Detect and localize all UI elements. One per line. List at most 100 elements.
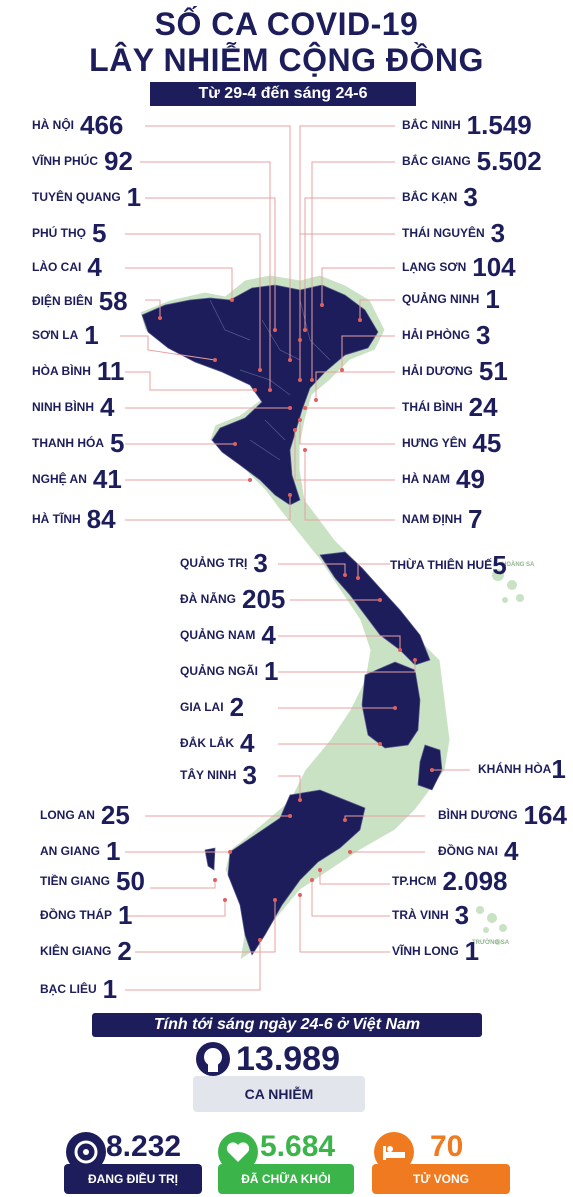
map-south-affected xyxy=(204,789,366,956)
province-name: AN GIANG xyxy=(40,844,100,858)
province-count: 49 xyxy=(456,464,485,494)
province-count: 3 xyxy=(463,182,478,212)
province-name: SƠN LA xyxy=(32,328,79,342)
province-ninh-binh: NINH BÌNH 4 xyxy=(32,394,114,420)
deaths-label: TỬ VONG xyxy=(372,1164,510,1194)
hoang-sa-islands xyxy=(492,569,524,603)
province-nghe-an: NGHỆ AN 41 xyxy=(32,466,122,492)
province-count: 4 xyxy=(240,728,255,758)
province-count: 1.549 xyxy=(466,110,532,140)
province-quang-ninh: QUẢNG NINH 1 xyxy=(402,286,500,312)
province-tuyen-quang: TUYÊN QUANG 1 xyxy=(32,184,141,210)
total-cases-label: CA NHIỄM xyxy=(193,1076,365,1112)
province-name: ĐẮK LẮK xyxy=(180,736,234,750)
province-count: 1 xyxy=(84,320,99,350)
province-count: 4 xyxy=(261,620,276,650)
total-cases: 13.989 xyxy=(236,1040,340,1078)
province-count: 1 xyxy=(551,754,566,784)
province-bac-giang: BẮC GIANG 5.502 xyxy=(402,148,542,174)
deaths-count: 70 xyxy=(430,1130,464,1163)
province-count: 1 xyxy=(102,974,118,1004)
province-name: BÌNH DƯƠNG xyxy=(438,808,518,822)
province-binh-duong: BÌNH DƯƠNG 164 xyxy=(438,802,567,828)
treating-count: 8.232 xyxy=(106,1130,182,1163)
province-count: 7 xyxy=(468,504,483,534)
province-count: 3 xyxy=(454,900,470,930)
province-name: KHÁNH HÒA xyxy=(478,762,552,776)
province-name: HÀ TĨNH xyxy=(32,512,81,526)
province-dak-lak: ĐẮK LẮK 4 xyxy=(180,730,254,756)
province-count: 164 xyxy=(523,800,567,830)
province-name: GIA LAI xyxy=(180,700,224,714)
treating-label: ĐANG ĐIỀU TRỊ xyxy=(64,1164,202,1194)
province-name: NGHỆ AN xyxy=(32,472,87,486)
province-name: ĐIỆN BIÊN xyxy=(32,294,93,308)
province-count: 3 xyxy=(242,760,257,790)
province-thanh-hoa: THANH HÓA 5 xyxy=(32,430,124,456)
province-name: LONG AN xyxy=(40,808,95,822)
province-kien-giang: KIÊN GIANG 2 xyxy=(40,938,132,964)
province-count: 1 xyxy=(126,182,142,212)
province-name: BẠC LIÊU xyxy=(40,982,97,996)
province-count: 2 xyxy=(229,692,245,722)
subtitle: Từ 29-4 đến sáng 24-6 xyxy=(150,82,416,106)
province-dong-nai: ĐỒNG NAI 4 xyxy=(438,838,518,864)
province-hung-yen: HƯNG YÊN 45 xyxy=(402,430,501,456)
province-an-giang: AN GIANG 1 xyxy=(40,838,120,864)
province-count: 24 xyxy=(468,392,498,422)
province-name: THANH HÓA xyxy=(32,436,104,450)
province-count: 104 xyxy=(472,252,516,282)
province-name: HÀ NAM xyxy=(402,472,450,486)
province-thai-binh: THÁI BÌNH 24 xyxy=(402,394,498,420)
province-name: ĐỒNG NAI xyxy=(438,844,498,858)
province-vinh-phuc: VĨNH PHÚC 92 xyxy=(32,148,133,174)
province-count: 3 xyxy=(490,218,506,248)
province-gia-lai: GIA LAI 2 xyxy=(180,694,244,720)
map-central-affected xyxy=(319,551,443,791)
province-name: TP.HCM xyxy=(392,874,437,888)
truong-sa-label: TRƯỜNG SA xyxy=(472,940,510,946)
province-count: 4 xyxy=(504,836,519,866)
province-hai-duong: HẢI DƯƠNG 51 xyxy=(402,358,508,384)
province-count: 3 xyxy=(476,320,491,350)
province-name: VĨNH PHÚC xyxy=(32,154,99,168)
province-lao-cai: LÀO CAI 4 xyxy=(32,254,102,280)
province-name: ĐỒNG THÁP xyxy=(40,908,112,922)
province-count: 5 xyxy=(110,428,125,458)
province-name: THỪA THIÊN HUẾ xyxy=(390,558,493,572)
province-ha-noi: HÀ NỘI 466 xyxy=(32,112,123,138)
province-name: QUẢNG TRỊ xyxy=(180,556,248,570)
province-quang-nam: QUẢNG NAM 4 xyxy=(180,622,276,648)
province-name: BẮC NINH xyxy=(402,118,461,132)
province-count: 1 xyxy=(106,836,121,866)
province-name: LÀO CAI xyxy=(32,260,82,274)
province-count: 466 xyxy=(80,110,124,140)
province-name: QUẢNG NINH xyxy=(402,292,480,306)
province-count: 41 xyxy=(92,464,122,494)
truong-sa-islands xyxy=(476,906,507,945)
province-tay-ninh: TÂY NINH 3 xyxy=(180,762,257,788)
province-count: 51 xyxy=(478,356,508,386)
province-name: TRÀ VINH xyxy=(392,908,449,922)
province-khanh-hoa: KHÁNH HÒA 1 xyxy=(478,756,566,782)
province-quang-ngai: QUẢNG NGÃI 1 xyxy=(180,658,278,684)
province-count: 4 xyxy=(100,392,115,422)
province-son-la: SƠN LA 1 xyxy=(32,322,99,348)
province-bac-kan: BẮC KẠN 3 xyxy=(402,184,478,210)
province-name: KIÊN GIANG xyxy=(40,944,112,958)
province-name: BẮC GIANG xyxy=(402,154,471,168)
province-name: TÂY NINH xyxy=(180,768,237,782)
province-count: 50 xyxy=(116,866,145,896)
head-icon xyxy=(196,1042,230,1076)
hoang-sa-label: HOÀNG SA xyxy=(502,562,535,568)
province-name: HÒA BÌNH xyxy=(32,364,91,378)
province-count: 11 xyxy=(96,356,125,386)
province-hai-phong: HẢI PHÒNG 3 xyxy=(402,322,490,348)
province-da-nang: ĐÀ NẴNG 205 xyxy=(180,586,285,612)
province-name: NAM ĐỊNH xyxy=(402,512,462,526)
title-line-1: SỐ CA COVID-19 xyxy=(154,6,419,42)
province-bac-lieu: BẠC LIÊU 1 xyxy=(40,976,117,1002)
recovered-label: ĐÃ CHỮA KHỎI xyxy=(218,1164,354,1194)
province-count: 92 xyxy=(104,146,133,176)
